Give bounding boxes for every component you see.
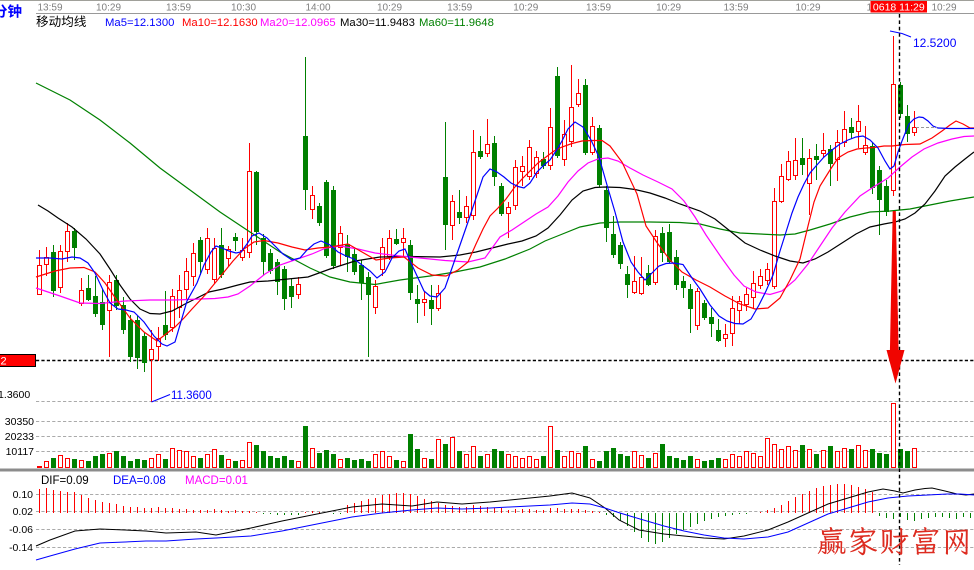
svg-text:10:29: 10:29: [513, 3, 538, 14]
svg-text:Ma30=11.9483: Ma30=11.9483: [340, 17, 415, 29]
svg-text:10:29: 10:29: [96, 3, 121, 14]
svg-text:Ma5=12.1300: Ma5=12.1300: [105, 17, 174, 29]
svg-text:30350: 30350: [5, 416, 34, 428]
svg-text:0618 11:29: 0618 11:29: [873, 2, 925, 14]
svg-text:DIF=0.09: DIF=0.09: [41, 475, 89, 487]
svg-text:0.10: 0.10: [13, 489, 34, 501]
svg-text:10:29: 10:29: [656, 3, 681, 14]
svg-text:11.3600: 11.3600: [0, 389, 30, 401]
svg-text:-0.14: -0.14: [9, 542, 33, 554]
svg-text:14:00: 14:00: [305, 3, 330, 14]
svg-text:13:59: 13:59: [166, 3, 191, 14]
svg-text:12.5200: 12.5200: [913, 36, 957, 50]
svg-text:Ma10=12.1630: Ma10=12.1630: [182, 17, 258, 29]
svg-text:0.02: 0.02: [13, 506, 34, 518]
svg-text:DEA=0.08: DEA=0.08: [113, 475, 166, 487]
svg-text:Ma60=11.9648: Ma60=11.9648: [419, 17, 494, 29]
svg-text:Ma20=12.0965: Ma20=12.0965: [260, 17, 336, 29]
svg-text:20233: 20233: [5, 431, 34, 443]
svg-text:13:59: 13:59: [447, 3, 472, 14]
svg-text:10117: 10117: [6, 446, 35, 458]
svg-text:10:29: 10:29: [795, 3, 820, 14]
svg-text:-0.06: -0.06: [9, 524, 33, 536]
svg-text:13:59: 13:59: [723, 3, 748, 14]
svg-text:11.3600: 11.3600: [171, 390, 212, 402]
svg-text:2: 2: [1, 356, 7, 368]
svg-text:10:29: 10:29: [931, 3, 956, 14]
svg-text:13:59: 13:59: [37, 3, 62, 14]
svg-text:13:59: 13:59: [586, 3, 611, 14]
svg-text:10:30: 10:30: [231, 3, 256, 14]
svg-text:MACD=0.01: MACD=0.01: [185, 475, 248, 487]
svg-text:10:29: 10:29: [377, 3, 402, 14]
